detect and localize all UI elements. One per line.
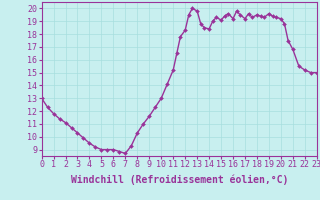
X-axis label: Windchill (Refroidissement éolien,°C): Windchill (Refroidissement éolien,°C): [70, 175, 288, 185]
